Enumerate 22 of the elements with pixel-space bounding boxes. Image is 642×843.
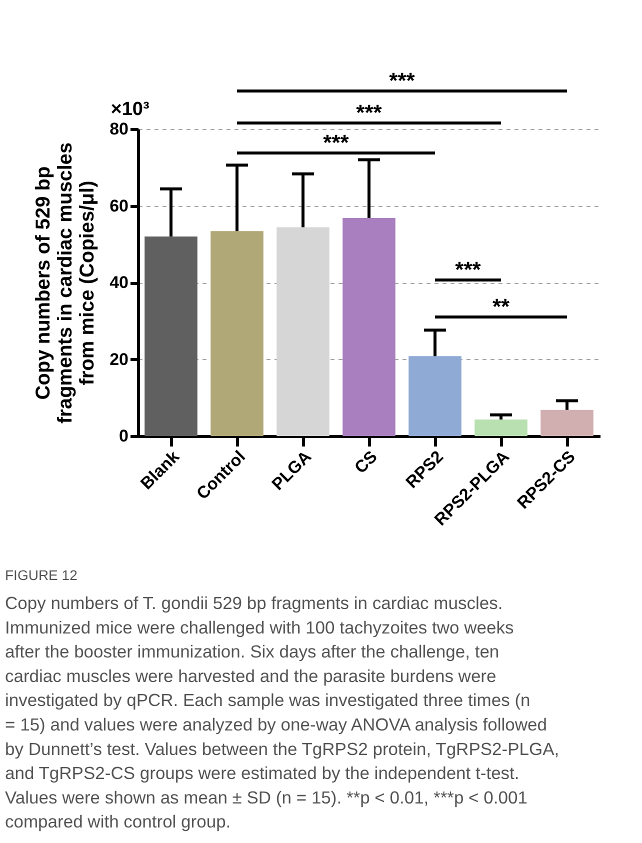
annotation: ** <box>492 294 510 319</box>
bar <box>540 410 594 436</box>
text: ×10³ <box>110 99 150 120</box>
bar <box>210 231 264 436</box>
text: *** <box>356 100 382 125</box>
y-tick-label: 20 <box>110 350 128 369</box>
annotation: *** <box>323 130 350 155</box>
caption: FIGURE 12 <box>5 567 78 583</box>
bar <box>276 227 330 436</box>
text: Copy numbers of T. gondii 529 bp fragments in cardiac muscles. Immunized mice were challenged with 100 tachyzoites two weeks after the booster immunization. Six days after the challenge, ten cardiac muscles were harvested and the parasite burdens were investigated by qPCR. Each sample was investigated three times (n = 15) and values were analyzed by one-way ANOVA analysis followed by Dunnett’s test. Values between the TgRPS2 protein, TgRPS2-PLGA, and TgRPS2-CS groups were estimated by the independent t-test. Values were shown as mean ± SD (n = 15). **p < 0.01, ***p < 0.001 compared with control group. <box>5 593 560 832</box>
annotation: *** <box>455 257 482 282</box>
y-tick-label: 40 <box>110 273 128 292</box>
text: *** <box>389 68 416 93</box>
bar <box>144 236 198 436</box>
y-tick-label: 80 <box>110 120 128 138</box>
y-tick-label: 60 <box>110 196 128 216</box>
bar <box>474 420 528 436</box>
bar <box>408 356 462 436</box>
y-axis-title: Copy numbers of 529 bp fragments in cardiac muscles from mice (Copies/μl) <box>32 142 99 424</box>
x-tick-label: CS <box>350 447 382 478</box>
bar <box>342 218 396 436</box>
y-tick-label: 0 <box>119 426 128 446</box>
